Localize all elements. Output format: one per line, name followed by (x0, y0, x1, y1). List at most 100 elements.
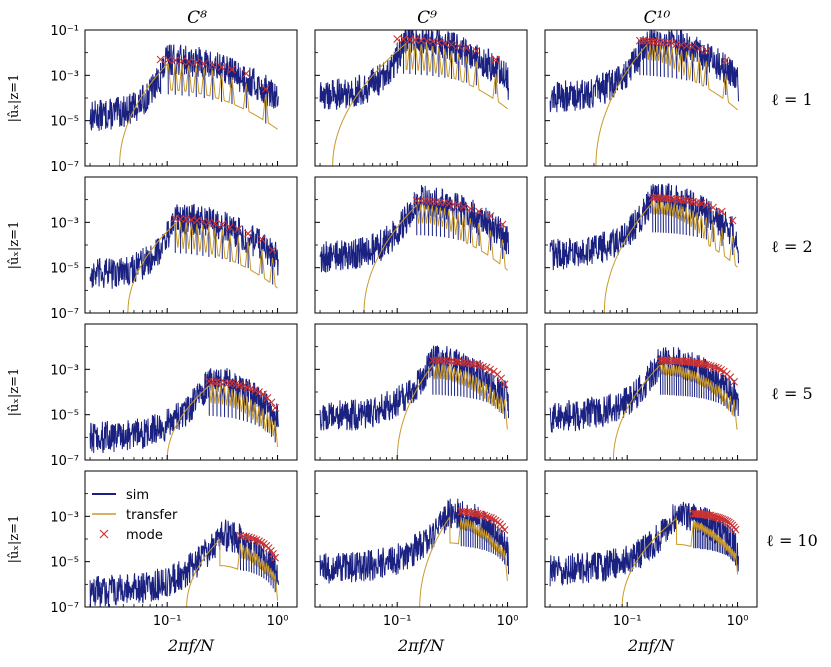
mode-marker-stroke (656, 38, 665, 47)
mode-marker (211, 219, 220, 228)
y-tick-label: 10⁻⁷ (50, 307, 79, 322)
mode-marker-stroke (204, 218, 213, 227)
mode-marker-stroke (475, 361, 484, 370)
y-tick-label: 10⁻⁵ (50, 115, 79, 130)
mode-marker-stroke (261, 85, 270, 93)
y-tick-label: 10⁻³ (50, 510, 79, 525)
mode-marker-stroke (646, 37, 654, 46)
mode-marker-stroke (471, 509, 480, 518)
mode-marker-stroke (668, 39, 676, 48)
mode-marker-stroke (411, 36, 420, 44)
row-label-l10: ℓ = 10 (766, 531, 818, 550)
panel-1-1 (314, 176, 528, 314)
legend-sim-label: sim (126, 488, 149, 503)
mode-marker (447, 40, 456, 49)
transfer-function-line (621, 517, 739, 607)
mode-marker (431, 356, 440, 365)
mode-marker (679, 196, 687, 204)
x-tick-label: 10⁻¹ (613, 614, 642, 629)
mode-marker (399, 35, 408, 44)
mode-marker (164, 56, 173, 64)
mode-marker (456, 358, 465, 366)
mode-marker (642, 37, 651, 45)
mode-marker-stroke (635, 36, 644, 45)
y-axis-label: |ûₓ|z=1 (7, 74, 22, 123)
transfer-function-line (363, 204, 508, 313)
mode-marker (489, 515, 498, 524)
mode-marker-stroke (682, 196, 691, 205)
panel-2-2 (544, 323, 758, 461)
mode-marker (649, 37, 658, 46)
mode-marker-stroke (247, 384, 255, 393)
transfer-function-line (612, 363, 738, 460)
mode-marker (699, 360, 708, 368)
transfer-function-line (419, 516, 508, 607)
mode-marker (227, 65, 236, 74)
mode-marker-stroke (245, 533, 253, 542)
mode-marker (200, 59, 208, 68)
transfer-function-line (332, 42, 508, 166)
mode-marker (428, 37, 437, 46)
mode-marker (484, 513, 493, 522)
mode-marker-stroke (498, 220, 507, 229)
mode-marker (255, 537, 263, 546)
mode-marker (466, 359, 474, 368)
transfer-function-line (119, 62, 278, 166)
mode-marker-stroke (192, 58, 201, 67)
mode-marker (702, 360, 711, 369)
mode-marker-stroke (731, 525, 740, 534)
mode-marker-stroke (472, 46, 481, 55)
mode-marker-stroke (710, 512, 718, 521)
mode-marker (217, 63, 226, 72)
mode-marker (171, 56, 180, 65)
mode-marker (478, 511, 486, 520)
mode-marker-stroke (482, 512, 491, 521)
mode-marker-stroke (675, 195, 684, 204)
mode-marker (261, 85, 270, 93)
mode-marker-stroke (257, 235, 266, 244)
mode-marker-stroke (709, 362, 718, 371)
mode-marker-stroke (226, 223, 234, 232)
mode-marker-stroke (444, 357, 453, 366)
mode-marker-stroke (259, 390, 268, 399)
y-tick-label: 10⁻⁷ (50, 454, 79, 469)
mode-marker (500, 380, 509, 389)
mode-marker-stroke (267, 398, 276, 407)
mode-marker (393, 35, 402, 43)
mode-marker-stroke (450, 357, 459, 366)
mode-marker (454, 41, 463, 50)
mode-marker-stroke (466, 359, 474, 368)
panel-grid: 10⁻¹ 10⁻³ 10⁻⁵ 10⁻⁷ |ûₓ|z=1 10⁻³ 10⁻⁵ 10⁻⁷ |ûₓ|z… (7, 24, 758, 655)
mode-marker-stroke (693, 198, 701, 207)
mode-marker-stroke (456, 358, 465, 366)
mode-marker-stroke (205, 377, 214, 386)
mode-marker (271, 403, 279, 412)
mode-marker (653, 37, 661, 46)
row-label-l2: ℓ = 2 (771, 237, 812, 256)
mode-marker (702, 46, 711, 55)
panel-2-0: 10⁻³ 10⁻⁵ 10⁻⁷ |ûₓ|z=1 (7, 323, 298, 469)
mode-marker (721, 56, 730, 65)
panel-1-0: 10⁻³ 10⁻⁵ 10⁻⁷ |ûₓ|z=1 (7, 176, 298, 322)
mode-marker (473, 509, 482, 518)
mode-marker-stroke (702, 360, 711, 369)
mode-marker (242, 532, 251, 541)
mode-marker-stroke (716, 514, 725, 523)
mode-marker-stroke (469, 360, 478, 368)
mode-marker-stroke (472, 360, 481, 369)
mode-marker-stroke (420, 197, 429, 205)
mode-marker (450, 357, 459, 366)
mode-marker-stroke (393, 35, 402, 43)
mode-marker (730, 377, 738, 386)
sim-spectrum-line (89, 519, 279, 607)
mode-marker-stroke (730, 377, 738, 386)
mode-marker-stroke (251, 386, 259, 395)
mode-marker-stroke (642, 37, 651, 45)
mode-marker-stroke (444, 199, 453, 208)
panel-0-0: 10⁻¹ 10⁻³ 10⁻⁵ 10⁻⁷ |ûₓ|z=1 (7, 24, 298, 175)
mode-marker (697, 359, 706, 368)
mode-marker (178, 57, 186, 65)
mode-marker-stroke (475, 207, 483, 216)
panel-0-2 (544, 29, 758, 167)
